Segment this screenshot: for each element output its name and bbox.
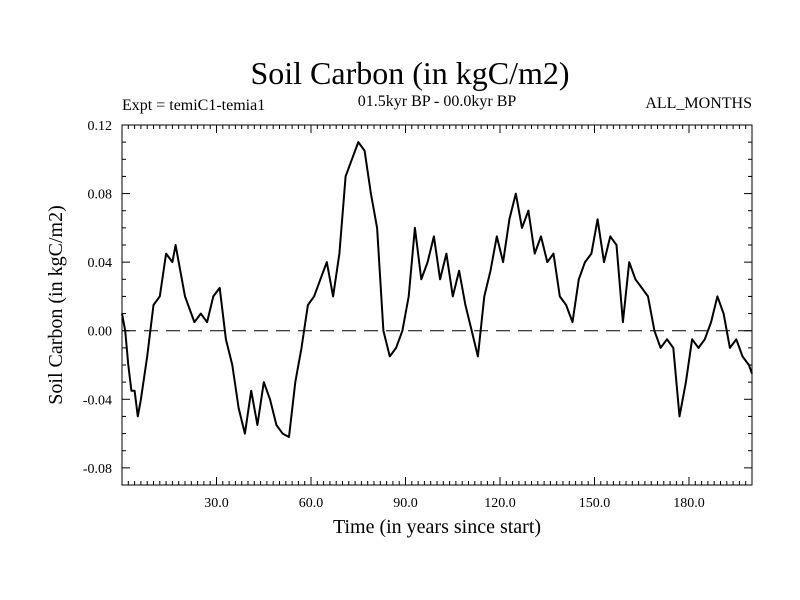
y-axis-label: Soil Carbon (in kgC/m2) — [45, 205, 67, 404]
y-tick-label: -0.04 — [83, 393, 112, 408]
y-tick-label: 0.04 — [88, 256, 113, 271]
x-tick-label: 90.0 — [393, 496, 418, 511]
x-tick-label: 60.0 — [299, 496, 324, 511]
y-tick-label: -0.08 — [83, 462, 112, 477]
experiment-label: Expt = temiC1-temia1 — [122, 97, 265, 114]
soil-carbon-series-line — [121, 141, 753, 438]
x-tick-label: 150.0 — [579, 496, 611, 511]
time-range-label: 01.5kyr BP - 00.0kyr BP — [358, 93, 517, 110]
x-tick-label: 180.0 — [673, 496, 705, 511]
x-tick-label: 30.0 — [204, 496, 229, 511]
y-tick-label: 0.12 — [88, 119, 113, 134]
y-tick-label: 0.08 — [88, 188, 113, 203]
chart-title: Soil Carbon (in kgC/m2) — [250, 55, 569, 91]
season-label: ALL_MONTHS — [645, 95, 752, 112]
x-tick-label: 120.0 — [484, 496, 516, 511]
x-axis-label: Time (in years since start) — [333, 516, 541, 538]
axis-ticks: 30.0 60.0 90.0 120.0 150.0 180.0 -0.08 -0.04 0.0… — [83, 119, 753, 511]
plot-frame — [121, 124, 753, 486]
y-tick-label: 0.00 — [88, 325, 113, 340]
